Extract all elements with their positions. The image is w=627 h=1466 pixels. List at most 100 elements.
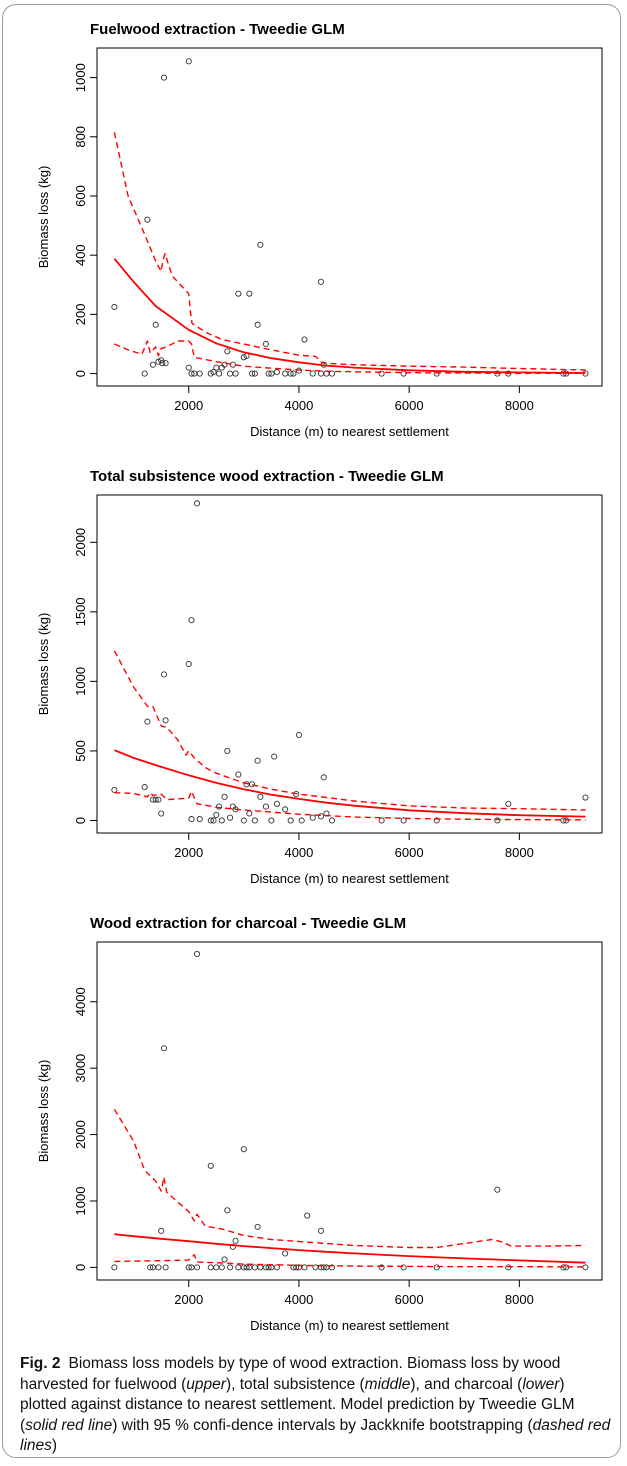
x-tick-label: 8000 xyxy=(505,845,534,860)
data-point xyxy=(221,361,228,368)
x-tick-label: 2000 xyxy=(174,398,203,413)
data-point xyxy=(287,817,294,824)
x-tick-label: 8000 xyxy=(505,398,534,413)
y-tick-label: 2000 xyxy=(73,1120,88,1149)
data-point xyxy=(227,1264,234,1271)
x-tick-label: 8000 xyxy=(505,1292,534,1307)
data-point xyxy=(378,370,385,377)
data-point xyxy=(111,786,118,793)
confidence-interval-line xyxy=(113,650,586,811)
plot-box xyxy=(96,47,603,387)
y-tick-label: 500 xyxy=(73,740,88,762)
data-point xyxy=(262,803,269,810)
caption-italic-text: dashed red lines xyxy=(20,1416,611,1455)
data-point xyxy=(254,321,261,328)
figure-charts: Fuelwood extraction - Tweedie GLM 2000 400… xyxy=(36,21,603,1333)
data-point xyxy=(224,1207,231,1214)
data-point xyxy=(251,817,258,824)
data-point xyxy=(249,781,256,788)
data-point xyxy=(328,1264,336,1271)
data-point xyxy=(155,796,162,803)
y-tick-label: 3000 xyxy=(73,1054,88,1083)
x-axis-label: Distance (m) to nearest settlement xyxy=(250,1318,449,1333)
data-point xyxy=(249,370,256,377)
x-tick-label: 2000 xyxy=(174,1292,203,1307)
data-point xyxy=(229,1243,236,1250)
caption-text-segment: ) with 95 % confi-dence intervals by Jac… xyxy=(112,1416,533,1434)
data-point xyxy=(213,811,220,818)
chart-panel-1: Fuelwood extraction - Tweedie GLM 2000 400… xyxy=(36,21,603,439)
data-point xyxy=(243,1264,250,1271)
data-point xyxy=(254,1223,261,1230)
data-point xyxy=(232,370,239,377)
data-point xyxy=(295,367,302,374)
data-point xyxy=(193,950,201,958)
data-point xyxy=(309,814,316,821)
data-point xyxy=(246,290,253,297)
data-point xyxy=(158,810,165,817)
data-point xyxy=(162,717,169,724)
figure-label: Fig. 2 xyxy=(20,1355,61,1372)
data-point xyxy=(317,813,325,820)
data-point xyxy=(400,817,407,824)
model-prediction-line xyxy=(114,749,586,818)
data-point xyxy=(232,1237,239,1244)
confidence-interval-line xyxy=(114,790,586,821)
chart-panel-3: Wood extraction for charcoal - Tweedie G… xyxy=(36,915,603,1333)
data-point xyxy=(240,1146,247,1153)
data-point xyxy=(152,796,159,803)
data-point xyxy=(317,1227,325,1234)
y-tick-label: 0 xyxy=(73,1264,88,1271)
data-point xyxy=(273,369,280,376)
data-point xyxy=(246,810,253,817)
x-tick-label: 4000 xyxy=(284,398,313,413)
y-tick-label: 1000 xyxy=(73,1187,88,1216)
data-point xyxy=(149,361,156,368)
data-point xyxy=(160,74,167,81)
data-point xyxy=(141,784,148,791)
data-point xyxy=(193,1264,201,1271)
data-point xyxy=(400,1264,407,1271)
x-axis-label: Distance (m) to nearest settlement xyxy=(250,871,449,886)
data-point xyxy=(494,817,501,824)
data-point xyxy=(378,1264,385,1271)
data-point xyxy=(505,800,512,807)
data-point xyxy=(295,731,302,738)
data-point xyxy=(221,793,228,800)
caption-italic-text: upper xyxy=(186,1375,226,1393)
x-tick-label: 6000 xyxy=(395,845,424,860)
data-point xyxy=(160,671,167,678)
y-tick-label: 600 xyxy=(73,185,88,207)
data-point xyxy=(158,1227,165,1234)
caption-italic-text: solid red line xyxy=(25,1416,113,1434)
y-tick-label: 0 xyxy=(73,817,88,824)
y-tick-label: 1000 xyxy=(73,63,88,92)
caption-italic-text: lower xyxy=(522,1375,560,1393)
data-point xyxy=(158,357,165,364)
data-point xyxy=(257,1264,264,1271)
chart-title: Fuelwood extraction - Tweedie GLM xyxy=(90,21,345,38)
y-tick-label: 1000 xyxy=(73,667,88,696)
x-axis-label: Distance (m) to nearest settlement xyxy=(250,424,449,439)
data-point xyxy=(257,793,264,800)
data-point xyxy=(268,370,275,377)
data-point xyxy=(273,1264,280,1271)
data-point xyxy=(235,1264,242,1271)
data-point xyxy=(188,617,195,624)
data-point xyxy=(265,370,272,377)
data-point xyxy=(301,336,308,343)
confidence-interval-line xyxy=(114,1254,586,1268)
data-point xyxy=(268,817,275,824)
data-point xyxy=(185,1264,192,1271)
data-point xyxy=(111,303,118,311)
data-point xyxy=(210,369,217,376)
caption-text-segment: ), total subsistence ( xyxy=(225,1375,365,1393)
x-tick-label: 6000 xyxy=(395,398,424,413)
data-point xyxy=(185,660,192,668)
data-point xyxy=(298,817,305,824)
data-point xyxy=(433,817,440,824)
data-point xyxy=(162,360,169,367)
y-tick-label: 2000 xyxy=(73,528,88,557)
data-point xyxy=(235,290,242,297)
data-point xyxy=(494,1186,501,1193)
